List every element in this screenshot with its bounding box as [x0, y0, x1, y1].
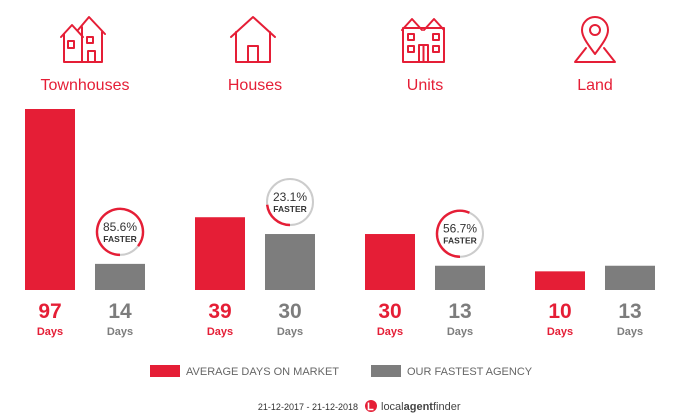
- value-labels-group: 97 Days 14 Days 39 Days 30 Days 30 Days 13 Days 10 Da…: [37, 300, 643, 338]
- faster-badge-townhouses: 85.6%FASTER: [95, 207, 145, 257]
- faster-badge-units: 56.7%FASTER: [435, 209, 484, 258]
- value-label-fastest-townhouses: 14: [108, 300, 132, 323]
- value-label-fastest-houses: 30: [278, 300, 301, 323]
- value-label-average-houses: 39: [208, 300, 231, 323]
- unit-label-fastest-units: Days: [447, 326, 473, 338]
- legend-label-average: AVERAGE DAYS ON MARKET: [186, 366, 339, 378]
- townhouse-icon: [60, 16, 106, 63]
- category-label-townhouses: Townhouses: [41, 77, 130, 94]
- bars-group: [25, 109, 655, 290]
- bar-average-land: [535, 271, 585, 290]
- unit-label-fastest-townhouses: Days: [107, 326, 133, 338]
- bar-average-units: [365, 234, 415, 290]
- units-icon: [401, 18, 445, 63]
- faster-percent-houses: 23.1%: [273, 190, 307, 204]
- value-label-fastest-units: 13: [448, 300, 471, 323]
- value-label-average-land: 10: [548, 300, 571, 323]
- house-icon: [230, 16, 276, 63]
- brand-logo-mark: [367, 402, 374, 411]
- faster-percent-units: 56.7%: [443, 222, 477, 236]
- faster-label-units: FASTER: [443, 236, 477, 246]
- faster-label-townhouses: FASTER: [103, 234, 137, 244]
- bar-fastest-units: [435, 265, 485, 290]
- bar-average-houses: [195, 217, 245, 290]
- category-label-land: Land: [577, 77, 613, 94]
- brand-name-agent: agent: [404, 401, 434, 413]
- unit-label-average-townhouses: Days: [37, 326, 63, 338]
- unit-label-fastest-land: Days: [617, 326, 643, 338]
- faster-percent-townhouses: 85.6%: [103, 220, 137, 234]
- faster-label-houses: FASTER: [273, 204, 307, 214]
- faster-badge-arc-units: [435, 209, 470, 258]
- date-range: 21-12-2017 - 21-12-2018: [258, 402, 358, 412]
- bar-fastest-townhouses: [95, 263, 145, 290]
- faster-badge-houses: 23.1%FASTER: [265, 178, 314, 227]
- bar-fastest-houses: [265, 234, 315, 290]
- bar-average-townhouses: [25, 109, 75, 290]
- legend-swatch-average: [150, 365, 180, 377]
- value-label-average-townhouses: 97: [38, 300, 61, 323]
- faster-badge-arc-townhouses: [95, 207, 145, 257]
- category-label-houses: Houses: [228, 77, 282, 94]
- category-label-units: Units: [407, 77, 443, 94]
- brand-name-finder: finder: [433, 401, 461, 413]
- land-pin-icon: [574, 16, 616, 63]
- unit-label-average-houses: Days: [207, 326, 233, 338]
- unit-label-average-land: Days: [547, 326, 573, 338]
- brand-logo: localagentfinder: [365, 400, 461, 413]
- legend-swatch-fastest: [371, 365, 401, 377]
- legend-label-fastest: OUR FASTEST AGENCY: [407, 366, 533, 378]
- unit-label-average-units: Days: [377, 326, 403, 338]
- brand-name: localagentfinder: [381, 401, 461, 413]
- value-label-average-units: 30: [378, 300, 401, 323]
- unit-label-fastest-houses: Days: [277, 326, 303, 338]
- faster-badge-arc-houses: [265, 204, 291, 227]
- brand-name-local: local: [381, 401, 404, 413]
- value-label-fastest-land: 13: [618, 300, 641, 323]
- bar-fastest-land: [605, 265, 655, 290]
